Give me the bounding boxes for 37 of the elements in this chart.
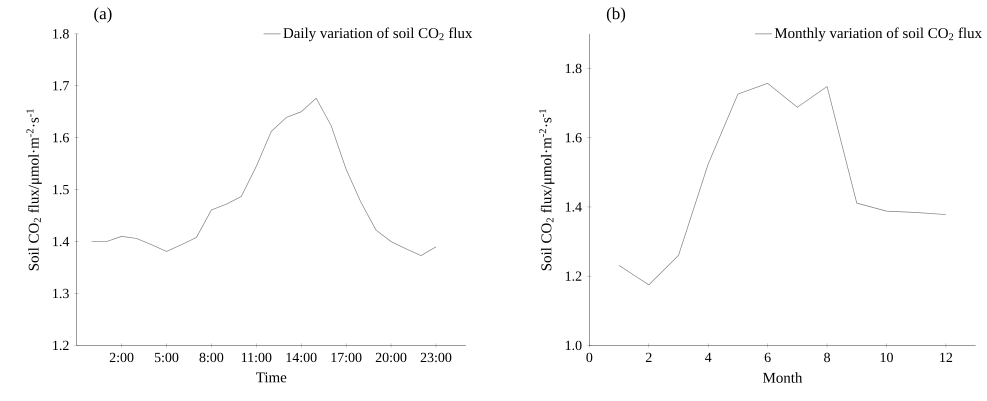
y-tick-label: 1.8	[566, 64, 582, 74]
x-tick-label: 2	[646, 352, 652, 362]
y-tick-label: 1.4	[53, 236, 70, 246]
x-tick-label: 20:00	[376, 352, 406, 362]
chart-title: (b)	[606, 7, 626, 23]
y-tick-label: 1.5	[53, 184, 69, 194]
x-tick-label: 11:00	[242, 352, 272, 362]
x-tick-label: 10	[880, 352, 893, 362]
line-series	[618, 82, 946, 286]
y-axis-title: Soil CO$_{2}$ flux/μmol·m$^{-2}$·s$^{-1}$	[26, 109, 42, 270]
y-tick-label: 1.2	[53, 340, 69, 350]
legend-label: Daily variation of soil CO$_{2}$ flux	[283, 27, 472, 42]
x-tick-label: 4	[704, 352, 712, 362]
x-tick-label: 6	[764, 352, 771, 362]
x-tick-label: 5:00	[154, 352, 178, 362]
y-tick-label: 1.7	[53, 80, 69, 90]
y-tick-label: 1.6	[53, 132, 69, 142]
x-tick-label: 2:00	[110, 352, 134, 362]
x-axis-title: Time	[256, 372, 286, 382]
x-tick-label: 0	[586, 352, 592, 362]
y-tick-label: 1.8	[53, 29, 69, 38]
y-tick-label: 1.6	[566, 132, 582, 142]
x-tick-label: 17:00	[331, 352, 362, 362]
y-tick-label: 1.2	[566, 271, 582, 281]
line-series	[91, 98, 436, 256]
x-tick-label: 8	[824, 352, 830, 362]
y-tick-label: 1.4	[566, 202, 582, 212]
x-tick-label: 12	[940, 352, 952, 362]
x-axis-title: Month	[763, 372, 802, 383]
legend-label: Monthly variation of soil CO$_{2}$ flux	[774, 27, 982, 42]
y-axis-title: Soil CO$_{2}$ flux/μmol·m$^{-2}$·s$^{-1}$	[539, 109, 554, 270]
y-tick-label: 1.0	[566, 340, 582, 350]
x-tick-label: 14:00	[286, 352, 317, 362]
chart-title: (a)	[94, 7, 112, 23]
x-tick-label: 23:00	[420, 352, 452, 362]
x-tick-label: 8:00	[200, 352, 224, 362]
y-tick-label: 1.3	[53, 288, 69, 298]
